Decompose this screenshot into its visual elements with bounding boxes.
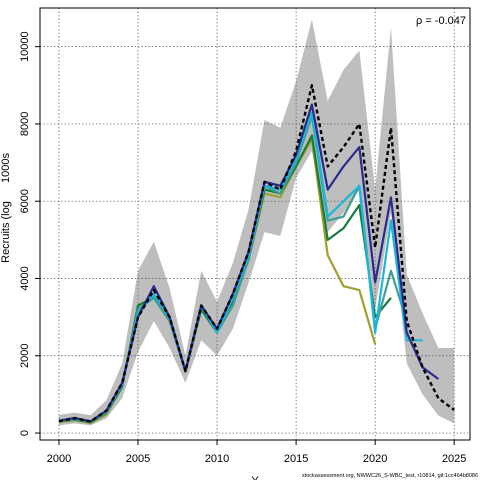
axis-layer: 2000 2005 2010 2015 2020 2025 0 2000 4000 6000 800… <box>19 31 466 465</box>
x-tick-label: 2000 <box>47 453 71 465</box>
grid-layer <box>40 8 470 440</box>
y-tick-label: 2000 <box>19 344 31 368</box>
x-tick-label: 2010 <box>205 453 229 465</box>
y-tick-label: 6000 <box>19 189 31 213</box>
x-axis-label: Y <box>251 475 259 480</box>
x-tick-label: 2015 <box>284 453 308 465</box>
series-line-0 <box>58 84 455 423</box>
y-axis-label-units: 1000s <box>0 153 12 183</box>
y-tick-label: 10000 <box>19 31 31 62</box>
y-tick-label: 4000 <box>19 266 31 290</box>
rho-annotation: ρ = -0.047 <box>416 15 466 27</box>
y-tick-label: 8000 <box>19 112 31 136</box>
x-tick-label: 2020 <box>363 453 387 465</box>
y-tick-label: 0 <box>19 430 31 436</box>
x-tick-label: 2025 <box>442 453 466 465</box>
x-tick-label: 2005 <box>126 453 150 465</box>
series-layer <box>58 84 455 425</box>
plot-frame <box>39 7 471 441</box>
credit-text: stockassessment.org, NWWC26_S-WBC_test, … <box>302 473 478 479</box>
y-axis-label: Recruits (log <box>0 201 12 263</box>
